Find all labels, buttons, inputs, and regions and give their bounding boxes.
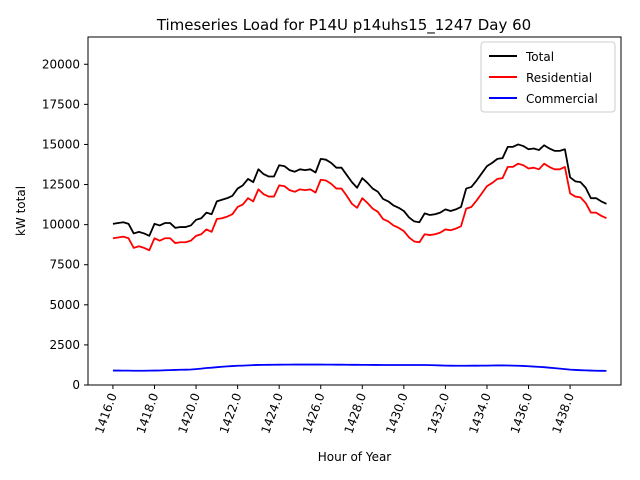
y-tick-label: 20000 [42,57,80,71]
y-axis-label: kW total [14,186,28,236]
y-tick-label: 0 [72,378,80,392]
y-tick-label: 12500 [42,178,80,192]
legend-label-commercial: Commercial [526,92,598,106]
y-axis: 0 2500 5000 7500 10000 12500 15000 17500 20000 [42,57,88,392]
y-tick-label: 15000 [42,137,80,151]
plot-area [112,143,607,372]
y-tick-label: 5000 [49,298,80,312]
legend-label-total: Total [525,50,554,64]
y-tick-label: 17500 [42,97,80,111]
legend-label-residential: Residential [526,71,592,85]
legend: Total Residential Commercial [480,41,616,113]
y-tick-label: 2500 [49,338,80,352]
y-tick-label: 7500 [49,258,80,272]
legend-box [480,41,616,113]
plot-frame [87,36,622,386]
series-line-total [112,143,607,237]
y-tick-label: 10000 [42,218,80,232]
chart-title: Timeseries Load for P14U p14uhs15_1247 D… [156,16,531,35]
x-axis-label: Hour of Year [318,450,392,464]
series-line-residential [112,162,607,252]
series-line-commercial [112,363,607,372]
